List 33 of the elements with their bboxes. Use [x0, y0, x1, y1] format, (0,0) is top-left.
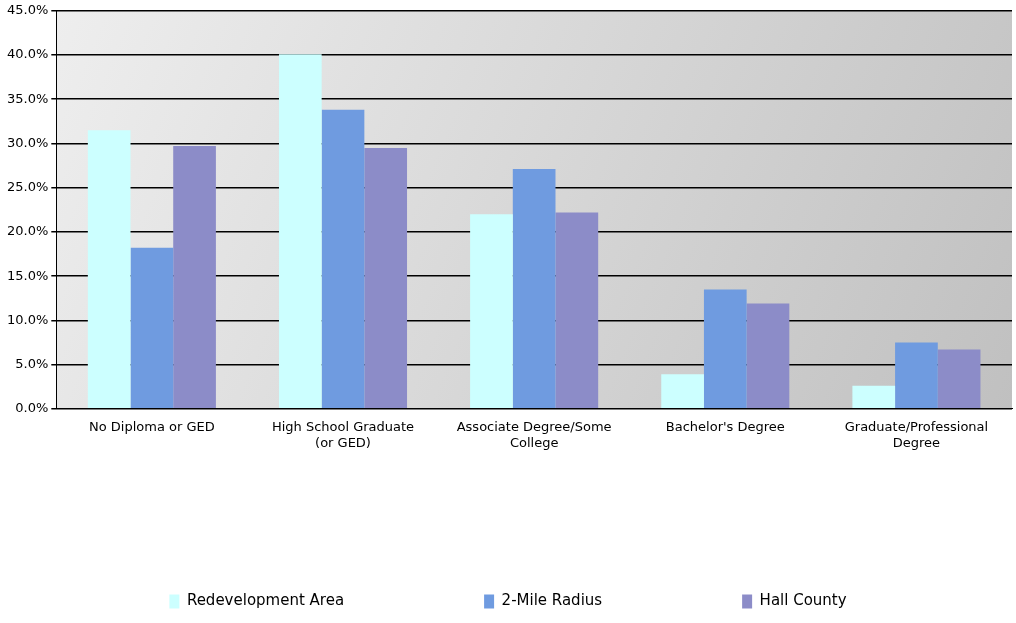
- x-tick-label: High School Graduate (or GED): [271, 418, 415, 450]
- y-tick-label: 15.0%: [6, 267, 49, 283]
- bar: [555, 212, 599, 409]
- bar: [173, 146, 216, 409]
- bar: [703, 289, 747, 409]
- bar: [661, 374, 704, 409]
- legend-label: Hall County: [759, 591, 847, 610]
- y-tick-label: 40.0%: [6, 46, 49, 62]
- bar: [895, 342, 938, 409]
- bar: [364, 147, 408, 409]
- bar: [512, 169, 556, 409]
- bar: [321, 109, 365, 409]
- y-tick-label: 20.0%: [6, 223, 49, 239]
- y-tick-label: 10.0%: [6, 311, 49, 327]
- x-tick-label: Graduate/Professional Degree: [844, 418, 989, 450]
- y-tick-label: 30.0%: [6, 134, 49, 150]
- bar: [278, 54, 322, 409]
- x-tick-label: No Diploma or GED: [88, 418, 215, 434]
- y-tick-label: 25.0%: [6, 179, 49, 195]
- x-tick-label: Associate Degree/Some College: [456, 418, 612, 450]
- y-tick-label: 0.0%: [15, 400, 49, 416]
- x-tick-label: Bachelor's Degree: [665, 418, 785, 434]
- bar: [130, 247, 174, 409]
- legend-label: 2-Mile Radius: [501, 591, 603, 610]
- bar: [937, 349, 981, 409]
- y-tick-label: 45.0%: [6, 2, 49, 18]
- y-tick-label: 5.0%: [15, 355, 49, 371]
- bar: [470, 214, 513, 409]
- legend-label: Redevelopment Area: [186, 591, 345, 610]
- bar: [852, 385, 896, 409]
- y-tick-label: 35.0%: [6, 90, 49, 106]
- bar: [746, 303, 790, 409]
- bar: [87, 130, 131, 409]
